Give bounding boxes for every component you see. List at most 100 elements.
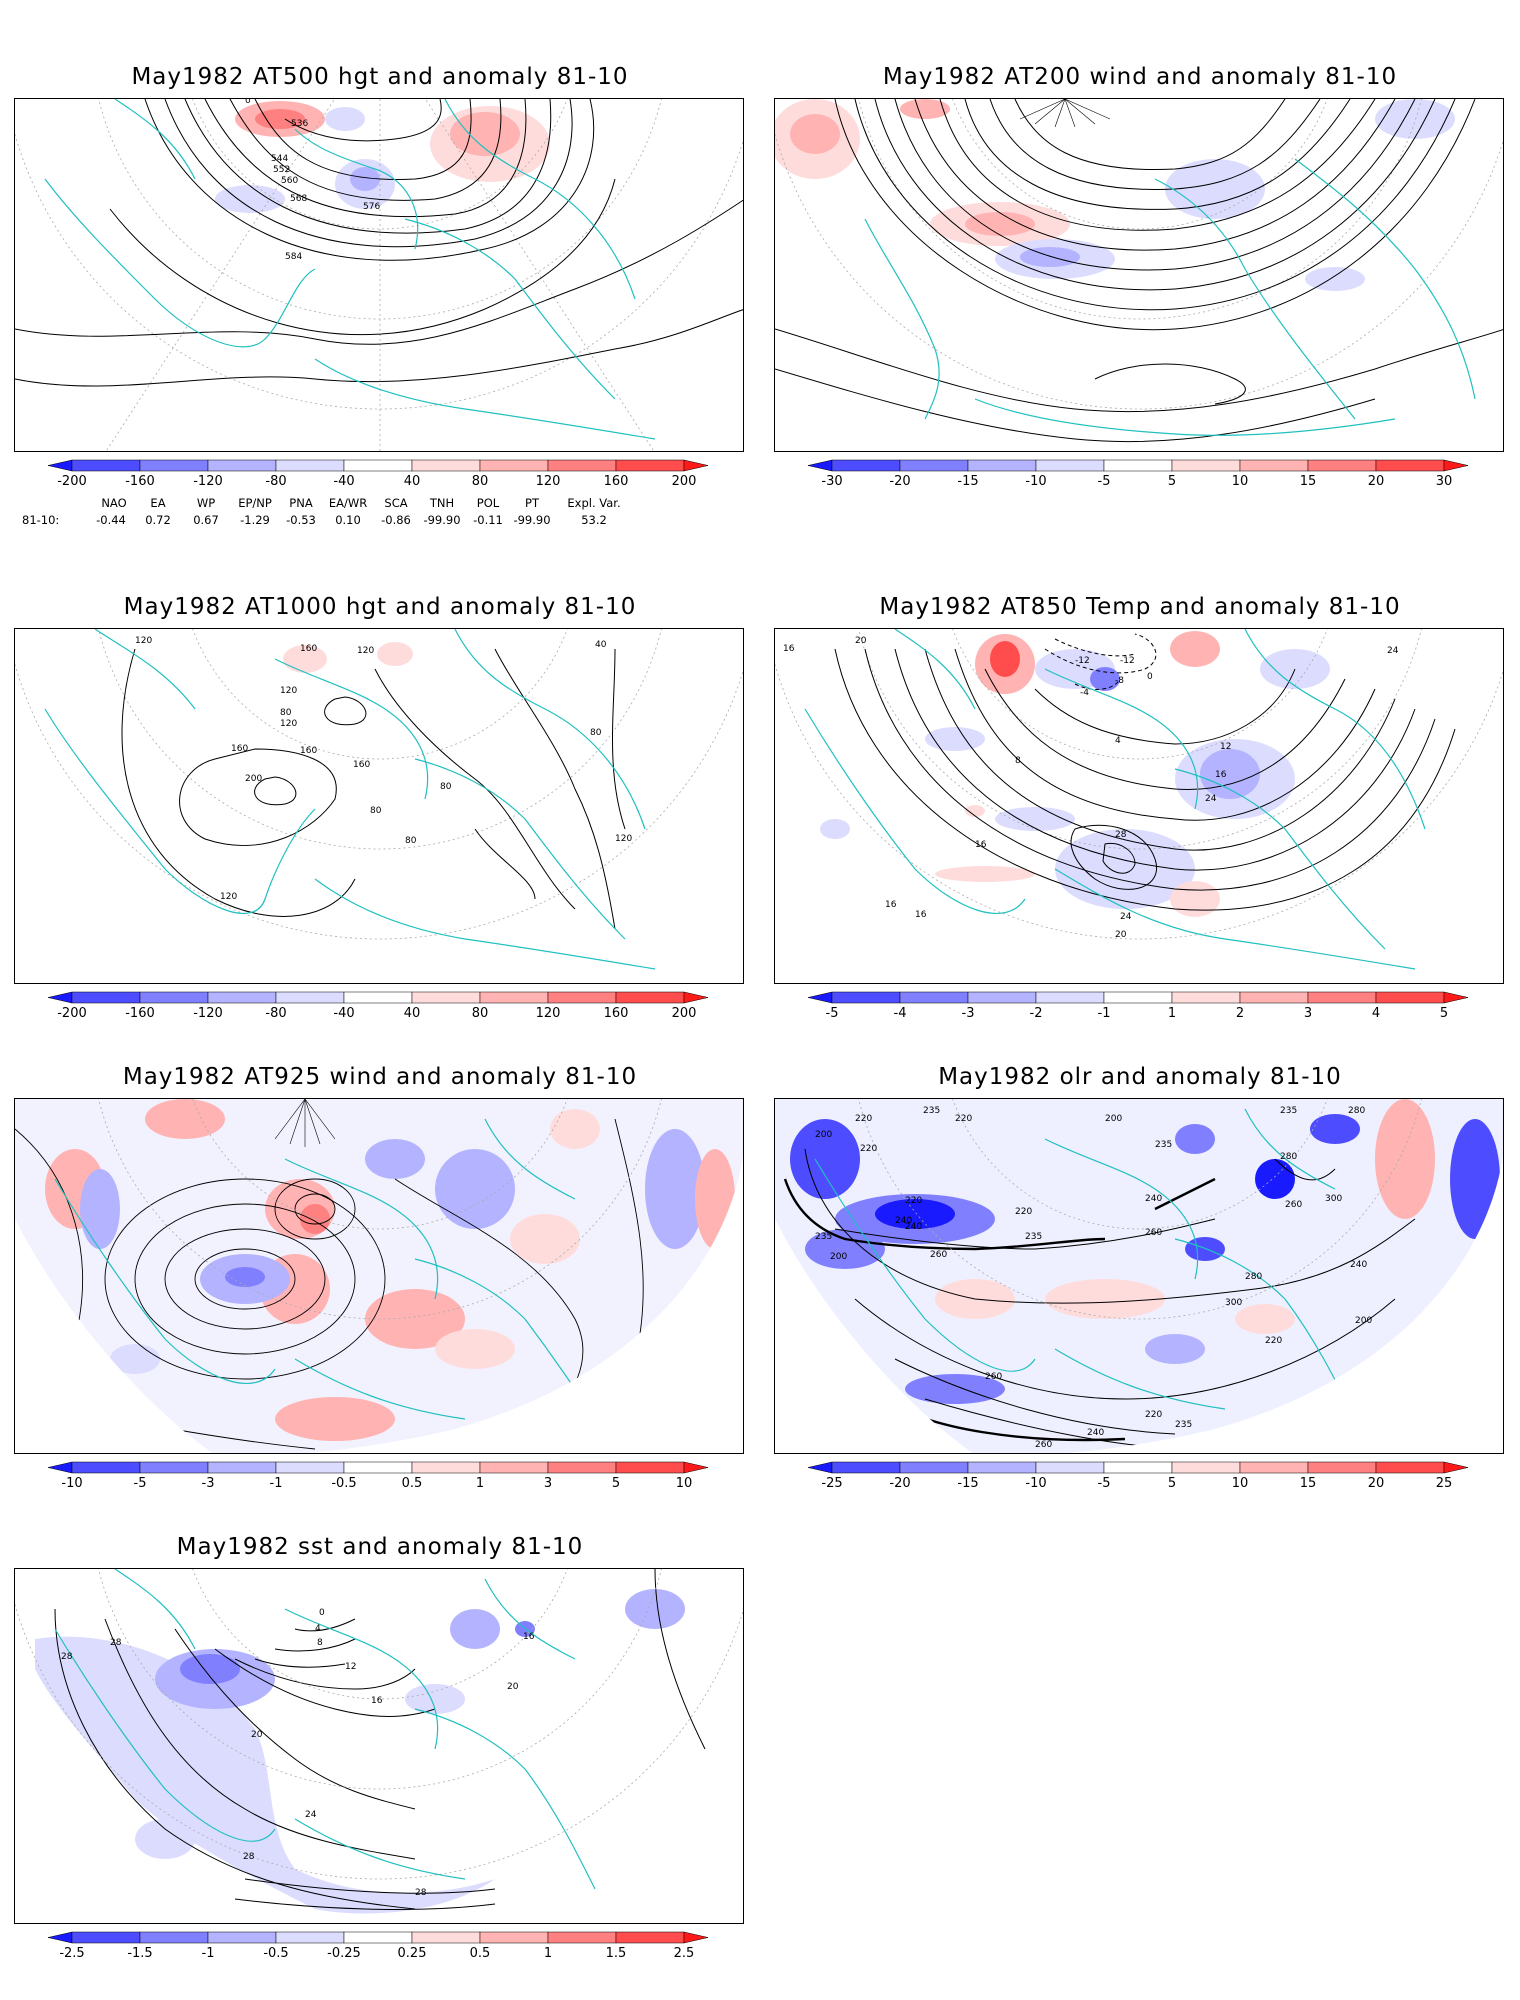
tele-value: -0.44 xyxy=(96,513,126,527)
colorbar-segment xyxy=(615,1931,685,1944)
panel-title: May1982 AT200 wind and anomaly 81-10 xyxy=(882,64,1398,90)
colorbar-segment xyxy=(831,459,901,472)
anomaly-shading xyxy=(283,642,413,673)
svg-text:240: 240 xyxy=(895,1216,912,1226)
colorbar-tick-label: -80 xyxy=(265,1006,286,1021)
colorbar-segment xyxy=(899,991,969,1004)
colorbar-segment xyxy=(1171,991,1241,1004)
colorbar-tick-label: 10 xyxy=(1232,1476,1249,1491)
colorbar-segment xyxy=(1103,1461,1173,1474)
colorbar-tick-label: 3 xyxy=(1304,1006,1312,1021)
panel-at925: May1982 AT925 wind and anomaly 81-10 xyxy=(0,1030,760,1500)
colorbar-tick-label: 80 xyxy=(472,474,489,489)
tele-header: SCA xyxy=(384,496,408,510)
colorbar-segment xyxy=(479,459,549,472)
svg-text:120: 120 xyxy=(135,636,152,646)
latlon-grid xyxy=(15,629,743,940)
colorbar: -5 -4 -3 -2 -1 1 2 3 4 5 xyxy=(807,990,1469,1021)
svg-text:24: 24 xyxy=(1205,794,1217,804)
svg-text:16: 16 xyxy=(783,644,795,654)
colorbar: -10 -5 -3 -1 -0.5 0.5 1 3 5 10 xyxy=(47,1460,709,1491)
map-frame: 536 544 552 560 568 576 584 0 xyxy=(14,98,744,452)
colorbar-tick-label: -200 xyxy=(57,1006,87,1021)
colorbar-tick-label: -160 xyxy=(125,1006,155,1021)
colorbar-tick-label: 3 xyxy=(544,1476,552,1491)
dashed-contours xyxy=(1044,633,1157,690)
tele-value: 0.72 xyxy=(145,513,171,527)
colorbar-segment xyxy=(831,991,901,1004)
svg-text:552: 552 xyxy=(273,165,290,175)
colorbar-tick-label: 40 xyxy=(404,1006,421,1021)
colorbar-tick-label: -0.5 xyxy=(331,1476,356,1491)
colorbar-tick-label: -10 xyxy=(1025,1476,1046,1491)
colorbar-segment xyxy=(139,1931,209,1944)
colorbar-tick-label: -120 xyxy=(193,474,223,489)
map-frame xyxy=(774,98,1504,452)
svg-text:-8: -8 xyxy=(1115,676,1124,686)
colorbar-tick-label: -0.5 xyxy=(263,1946,288,1961)
pole-convergence xyxy=(1019,99,1111,128)
colorbar-segment xyxy=(1035,1461,1105,1474)
colorbar: -2.5 -1.5 -1 -0.5 -0.25 0.25 0.5 1 1.5 2.5 xyxy=(47,1930,709,1961)
svg-text:160: 160 xyxy=(231,744,248,754)
contour-labels: 120 160 120 80 120 160 200 160 160 120 8… xyxy=(135,636,632,902)
svg-text:260: 260 xyxy=(1035,1440,1052,1450)
colorbar-segment xyxy=(207,459,277,472)
svg-text:-12: -12 xyxy=(1120,656,1135,666)
colorbar-tick-label: -25 xyxy=(821,1476,842,1491)
svg-text:235: 235 xyxy=(923,1106,940,1116)
colorbar-tick-label: 15 xyxy=(1300,474,1317,489)
coastlines xyxy=(54,1569,596,1890)
svg-text:16: 16 xyxy=(371,1696,383,1706)
colorbar-tick-label: -120 xyxy=(193,1006,223,1021)
tele-header: POL xyxy=(476,496,500,510)
colorbar-segment xyxy=(547,459,617,472)
svg-text:240: 240 xyxy=(905,1222,922,1232)
colorbar-tick-label: -3 xyxy=(962,1006,975,1021)
colorbar-tick-label: 200 xyxy=(672,1006,697,1021)
colorbar-tick-label: 1.5 xyxy=(606,1946,627,1961)
svg-text:20: 20 xyxy=(251,1730,263,1740)
colorbar-segment xyxy=(207,1931,277,1944)
svg-text:200: 200 xyxy=(830,1252,847,1262)
latlon-grid xyxy=(15,1569,743,1880)
svg-text:220: 220 xyxy=(860,1144,877,1154)
colorbar-tick-label: 120 xyxy=(536,1006,561,1021)
panel-at1000: May1982 AT1000 hgt and anomaly 81-10 xyxy=(0,560,760,1030)
svg-text:12: 12 xyxy=(1220,742,1231,752)
colorbar-segment xyxy=(615,991,685,1004)
colorbar-tick-label: -5 xyxy=(1098,474,1111,489)
svg-text:160: 160 xyxy=(300,746,317,756)
colorbar-tick-label: -15 xyxy=(957,1476,978,1491)
anomaly-shading xyxy=(215,101,550,213)
colorbar: -200 -160 -120 -80 -40 40 80 120 160 200 xyxy=(47,990,709,1021)
colorbar-segment xyxy=(479,1931,549,1944)
svg-text:544: 544 xyxy=(271,154,288,164)
colorbar-segment xyxy=(899,1461,969,1474)
colorbar-tick-label: 25 xyxy=(1436,1476,1453,1491)
svg-text:12: 12 xyxy=(345,1662,356,1672)
colorbar-tick-label: 5 xyxy=(612,1476,620,1491)
colorbar-tick-label: 20 xyxy=(1368,1476,1385,1491)
colorbar-tick-label: -1 xyxy=(202,1946,215,1961)
colorbar-segment xyxy=(1103,991,1173,1004)
colorbar-tick-label: -1.5 xyxy=(127,1946,152,1961)
tele-value: -99.90 xyxy=(423,513,461,527)
svg-text:16: 16 xyxy=(523,1632,535,1642)
svg-text:16: 16 xyxy=(885,900,897,910)
svg-text:80: 80 xyxy=(590,728,602,738)
teleconnection-table: NAO EA WP EP/NP PNA EA/WR SCA TNH POL PT… xyxy=(22,496,722,530)
colorbar-extend-low xyxy=(47,991,73,1004)
colorbar-extend-high xyxy=(683,459,709,472)
svg-text:0: 0 xyxy=(245,99,251,106)
colorbar-tick-label: 2 xyxy=(1236,1006,1244,1021)
colorbar-tick-label: -2.5 xyxy=(59,1946,84,1961)
panel-title: May1982 AT925 wind and anomaly 81-10 xyxy=(122,1064,638,1090)
colorbar-tick-label: -10 xyxy=(1025,474,1046,489)
svg-text:280: 280 xyxy=(1348,1106,1365,1116)
svg-text:16: 16 xyxy=(1215,770,1227,780)
svg-text:80: 80 xyxy=(280,708,292,718)
map-plot: 28 28 0 4 8 12 16 20 20 24 28 28 16 xyxy=(15,1569,743,1914)
colorbar-segment xyxy=(1375,1461,1445,1474)
colorbar-segment xyxy=(71,459,141,472)
